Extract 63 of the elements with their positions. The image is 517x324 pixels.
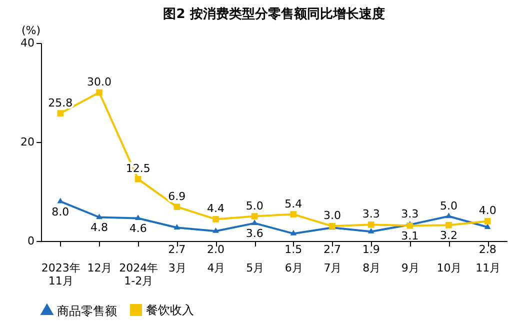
data-label: 5.0 xyxy=(440,199,458,212)
data-label: 4.8 xyxy=(90,221,108,234)
x-tick-label: 2023年 11月 xyxy=(41,262,80,288)
x-tick-label: 6月 xyxy=(284,262,303,274)
y-tick-label: 20 xyxy=(20,136,34,148)
data-label: 3.0 xyxy=(324,209,341,222)
point xyxy=(290,230,297,236)
point xyxy=(134,214,142,220)
data-label: 8.0 xyxy=(52,205,70,218)
point xyxy=(212,216,219,222)
data-label: 2.7 xyxy=(168,243,186,256)
x-tick-label: 12月 xyxy=(87,262,112,274)
point xyxy=(174,204,180,210)
point xyxy=(57,110,64,116)
data-label: 3.1 xyxy=(401,230,419,243)
data-label: 4.4 xyxy=(207,202,224,216)
x-tick-label: 9月 xyxy=(401,262,420,274)
point xyxy=(368,228,374,234)
data-label: 6.9 xyxy=(168,190,186,203)
chart-title: 图2 按消费类型分零售额同比增长速度 xyxy=(163,6,385,22)
y-tick-label: 0 xyxy=(28,234,34,248)
data-label: 2.8 xyxy=(478,243,496,256)
point xyxy=(484,223,491,229)
point xyxy=(134,176,142,182)
data-label: 4.6 xyxy=(129,222,147,236)
data-label: 1.5 xyxy=(284,243,302,256)
point xyxy=(251,220,258,226)
point xyxy=(96,214,102,220)
x-tick-label: 3月 xyxy=(168,262,186,274)
point xyxy=(484,218,491,224)
x-tick-label: 5月 xyxy=(246,262,264,274)
data-label: 3.3 xyxy=(401,208,419,221)
point xyxy=(446,222,452,228)
point xyxy=(57,198,64,204)
data-label: 2.0 xyxy=(207,243,224,256)
point xyxy=(174,224,180,230)
x-tick-label: 8月 xyxy=(362,262,381,274)
point xyxy=(368,222,374,228)
legend-label: 商品零售额 xyxy=(57,304,117,318)
point xyxy=(212,227,219,233)
x-tick-label: 4月 xyxy=(207,262,226,274)
x-tick-label: 10月 xyxy=(436,262,462,274)
data-label: 30.0 xyxy=(87,76,112,88)
data-label: 3.6 xyxy=(246,227,264,240)
data-label: 3.2 xyxy=(440,229,458,242)
data-label: 25.8 xyxy=(48,96,73,110)
data-label: 2.7 xyxy=(324,243,341,256)
y-tick-label: 40 xyxy=(20,36,34,50)
x-tick-label: 7月 xyxy=(324,262,342,274)
x-tick-label: 2024年 1-2月 xyxy=(119,262,158,288)
point xyxy=(290,211,297,218)
data-label: 5.0 xyxy=(246,199,264,212)
point xyxy=(406,222,414,229)
y-axis-title: (%) xyxy=(21,24,41,37)
legend-label: 餐饮收入 xyxy=(146,303,194,317)
point xyxy=(96,89,102,96)
data-label: 4.0 xyxy=(478,204,496,218)
data-label: 3.3 xyxy=(362,208,380,221)
data-label: 5.4 xyxy=(284,197,302,210)
data-label: 1.9 xyxy=(362,243,380,256)
point xyxy=(446,212,452,218)
point xyxy=(251,213,258,220)
x-tick-label: 11月 xyxy=(476,262,501,274)
